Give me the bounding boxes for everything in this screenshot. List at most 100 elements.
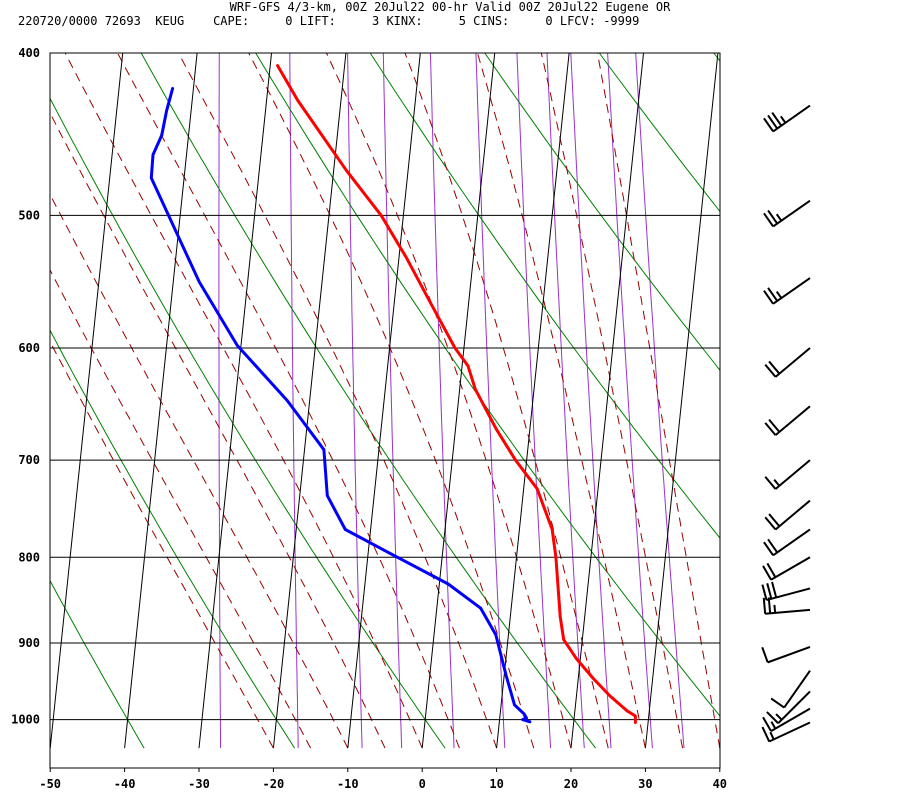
wind-barbs: [761, 104, 811, 743]
plot-frame: [49, 52, 721, 769]
barb-flag: [761, 726, 771, 742]
barb-shaft: [783, 670, 811, 709]
moist-adiabat-line: [597, 53, 720, 749]
wind-barb: [763, 528, 811, 557]
barb-flag: [766, 711, 779, 724]
wind-barb: [762, 556, 811, 581]
barb-flag: [766, 562, 777, 578]
barb-flag: [770, 721, 777, 730]
barb-flag: [762, 597, 767, 614]
x-tick-label: 20: [564, 777, 578, 791]
barb-flag: [769, 731, 775, 740]
barb-flag: [761, 646, 769, 663]
station-indices-line: 220720/0000 72693 KEUG CAPE: 0 LIFT: 3 K…: [18, 14, 640, 28]
moist-adiabat-line: [477, 53, 646, 749]
dry-adiabat-line: [369, 53, 720, 539]
barb-flag: [770, 697, 785, 709]
dry-adiabat-line: [50, 97, 446, 749]
y-tick-label: 700: [18, 453, 40, 467]
x-tick-label: 0: [419, 777, 426, 791]
x-tick-label: 10: [489, 777, 503, 791]
dry-adiabat-line: [255, 53, 720, 717]
wind-barb: [766, 690, 811, 724]
barb-flag: [780, 115, 787, 124]
barb-flag: [764, 516, 777, 531]
x-tick-label: -40: [114, 777, 136, 791]
x-tick-label: -30: [188, 777, 210, 791]
x-tick-label: 30: [638, 777, 652, 791]
background-lines: [50, 53, 720, 749]
barb-flag: [761, 584, 768, 601]
x-tick-label: 40: [713, 777, 727, 791]
wind-barb: [764, 459, 811, 490]
wind-barb: [763, 199, 811, 228]
barb-flag: [764, 364, 777, 378]
y-tick-label: 1000: [11, 713, 40, 727]
isotherm-line: [570, 53, 645, 749]
moist-adiabat-line: [404, 53, 609, 749]
wind-barb: [763, 277, 811, 305]
y-axis-ticks: 400 500 600 700 800 900 1000: [11, 46, 40, 727]
barb-shaft: [777, 690, 811, 724]
y-tick-label: 400: [18, 46, 40, 60]
isotherm-line: [124, 53, 198, 749]
wind-barb: [770, 670, 811, 709]
chart-title: WRF-GFS 4/3-km, 00Z 20Jul22 00-hr Valid …: [229, 0, 671, 14]
barb-flag: [767, 209, 779, 225]
moist-adiabat-line: [50, 193, 349, 749]
y-tick-label: 800: [18, 550, 40, 564]
barb-shaft: [768, 721, 811, 743]
grid: [50, 52, 720, 721]
moist-adiabat-line: [177, 53, 498, 749]
barb-shaft: [766, 587, 811, 602]
barb-flag: [767, 538, 779, 553]
dry-adiabat-line: [140, 53, 596, 749]
wind-barb: [761, 721, 811, 743]
x-axis-ticks: -50 -40 -30 -20 -10 0 10 20 30 40: [39, 768, 727, 791]
barb-shaft: [767, 646, 811, 664]
barb-flag: [763, 290, 774, 305]
moist-adiabat-line: [50, 268, 312, 749]
moist-adiabat-line: [117, 53, 460, 749]
x-tick-label: -20: [263, 777, 285, 791]
barb-flag: [775, 213, 783, 222]
mixing-ratio-line: [635, 53, 685, 749]
isotherm-line: [719, 741, 720, 749]
barb-flag: [771, 112, 783, 127]
isotherm-line: [496, 53, 570, 749]
barb-shaft: [770, 707, 811, 732]
mixing-ratio-line: [516, 53, 552, 749]
y-tick-label: 600: [18, 341, 40, 355]
dry-adiabat-line: [50, 329, 296, 749]
dry-adiabat-line: [713, 53, 720, 62]
x-tick-label: -10: [337, 777, 359, 791]
y-tick-label: 500: [18, 208, 40, 222]
barb-flag: [768, 419, 781, 433]
temperature-line: [276, 64, 637, 724]
barb-flag: [764, 476, 777, 490]
barb-flag: [762, 565, 772, 581]
moist-adiabat-line: [540, 53, 684, 749]
barb-shaft: [765, 608, 811, 615]
isotherm-line: [198, 53, 273, 749]
barb-flag: [773, 604, 777, 614]
wind-barb: [764, 347, 811, 378]
mixing-ratio-line: [347, 53, 363, 749]
barb-shaft: [774, 499, 811, 531]
mixing-ratio-line: [429, 53, 455, 749]
profiles: [149, 64, 637, 724]
wind-barb: [764, 405, 811, 436]
barb-flag: [767, 287, 779, 302]
mixing-ratio-line: [218, 53, 222, 749]
x-tick-label: -50: [39, 777, 61, 791]
mixing-ratio-line: [289, 53, 299, 749]
mixing-ratio-line: [570, 53, 612, 749]
moist-adiabat-line: [50, 340, 274, 749]
wind-barb: [763, 104, 811, 133]
barb-shaft: [772, 104, 811, 133]
moist-adiabat-line: [64, 53, 423, 749]
barb-shaft: [772, 528, 811, 557]
dry-adiabat-line: [484, 53, 720, 372]
barb-shaft: [774, 405, 811, 436]
